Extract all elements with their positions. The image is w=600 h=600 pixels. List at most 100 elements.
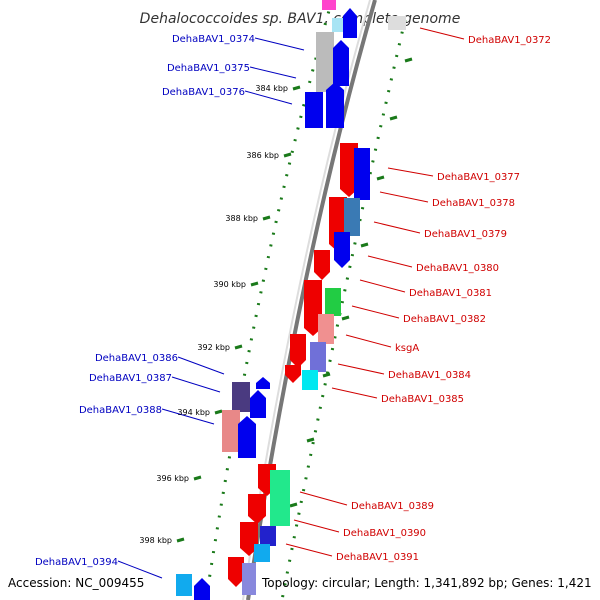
gene-feature	[238, 416, 256, 458]
gene-label-left: DehaBAV1_0388	[79, 405, 162, 416]
gene-feature	[285, 365, 301, 383]
gene-label-right: DehaBAV1_0372	[468, 35, 551, 46]
tick-mark	[341, 315, 350, 321]
tick-mark	[283, 152, 292, 158]
gene-feature	[354, 148, 370, 200]
tick-label: 384 kbp	[255, 84, 288, 93]
tick-label: 398 kbp	[139, 536, 172, 545]
gene-label-left: DehaBAV1_0387	[89, 373, 172, 384]
gene-label-right: DehaBAV1_0384	[388, 370, 471, 381]
gene-feature	[340, 143, 358, 197]
gene-feature	[332, 18, 346, 32]
leader-line	[161, 408, 215, 425]
gene-label-left: DehaBAV1_0375	[167, 63, 250, 74]
gene-label-left: DehaBAV1_0394	[35, 557, 118, 568]
leader-line	[359, 279, 406, 293]
leader-line	[254, 37, 305, 51]
gene-label-right: DehaBAV1_0385	[381, 394, 464, 405]
tick-mark	[262, 215, 271, 221]
gene-feature	[232, 382, 250, 412]
gene-feature	[228, 557, 244, 587]
tick-label: 396 kbp	[156, 474, 189, 483]
tick-mark	[176, 537, 185, 543]
tick-mark	[214, 409, 223, 415]
leader-line	[379, 191, 429, 203]
gene-label-right: DehaBAV1_0381	[409, 288, 492, 299]
gene-feature	[322, 0, 336, 10]
tick-mark	[322, 372, 331, 378]
gene-feature	[302, 370, 318, 390]
leader-line	[351, 305, 400, 319]
gene-label-right: DehaBAV1_0377	[437, 172, 520, 183]
gene-feature	[333, 40, 349, 86]
gene-feature	[242, 563, 256, 595]
gene-feature	[248, 494, 266, 524]
gene-label-left: DehaBAV1_0376	[162, 87, 245, 98]
leader-line	[299, 491, 348, 506]
gene-feature	[316, 32, 334, 92]
leader-line	[419, 27, 465, 40]
tick-dots	[204, 0, 407, 600]
tick-mark	[376, 175, 385, 181]
leader-line	[367, 255, 413, 268]
gene-label-right: DehaBAV1_0391	[336, 552, 419, 563]
gene-feature	[290, 334, 306, 368]
accession-text: Accession: NC_009455	[8, 576, 144, 590]
leader-line	[373, 221, 421, 234]
gene-feature	[344, 198, 360, 236]
outer-tick-ring	[204, 0, 334, 600]
tick-label: 394 kbp	[177, 408, 210, 417]
leader-line	[177, 356, 225, 375]
gene-feature	[304, 280, 322, 336]
gene-labels: 384 kbp 386 kbp 388 kbp 390 kbp 392 kbp 394 k…	[35, 34, 551, 568]
gene-feature	[314, 250, 330, 280]
gene-label-right: DehaBAV1_0378	[432, 198, 515, 209]
gene-label-right: DehaBAV1_0379	[424, 229, 507, 240]
tick-mark	[389, 115, 398, 121]
leader-line	[293, 519, 340, 533]
tick-mark	[250, 281, 259, 287]
gene-label-right: DehaBAV1_0380	[416, 263, 499, 274]
gene-feature	[176, 574, 192, 596]
gene-feature	[222, 410, 240, 452]
gene-feature	[388, 16, 406, 30]
tick-mark	[289, 502, 298, 508]
map-title: Dehalococcoides sp. BAV1, complete genom…	[140, 11, 461, 27]
leader-line	[387, 167, 434, 177]
tick-mark	[193, 475, 202, 481]
gene-feature	[343, 8, 357, 38]
leader-line	[337, 363, 385, 375]
gene-feature	[334, 232, 350, 268]
topology-text: Topology: circular; Length: 1,341,892 bp…	[261, 576, 592, 590]
tick-label: 386 kbp	[246, 151, 279, 160]
gene-feature	[256, 377, 270, 389]
tick-marks	[176, 57, 413, 543]
leader-line	[285, 543, 333, 557]
gene-feature	[318, 314, 334, 344]
gene-label-right: DehaBAV1_0390	[343, 528, 426, 539]
gene-features	[176, 0, 406, 600]
gene-label-left: DehaBAV1_0386	[95, 353, 178, 364]
leader-line	[345, 334, 392, 348]
gene-label-right: ksgA	[395, 343, 419, 354]
gene-feature	[305, 92, 323, 128]
leader-line	[331, 387, 378, 399]
gene-feature	[310, 342, 326, 372]
tick-mark	[306, 437, 315, 443]
gene-feature	[254, 544, 270, 562]
gene-label-left: DehaBAV1_0374	[172, 34, 255, 45]
gene-feature	[250, 390, 266, 418]
leader-line	[171, 376, 221, 393]
leader-lines	[117, 27, 465, 579]
tick-mark	[234, 344, 243, 350]
gene-feature	[325, 288, 341, 316]
gene-label-right: DehaBAV1_0389	[351, 501, 434, 512]
gene-label-right: DehaBAV1_0382	[403, 314, 486, 325]
gene-feature	[240, 522, 258, 556]
tick-label: 392 kbp	[197, 343, 230, 352]
gene-feature	[270, 470, 290, 526]
leader-line	[249, 66, 297, 79]
tick-mark	[292, 85, 301, 91]
gene-feature	[260, 526, 276, 546]
